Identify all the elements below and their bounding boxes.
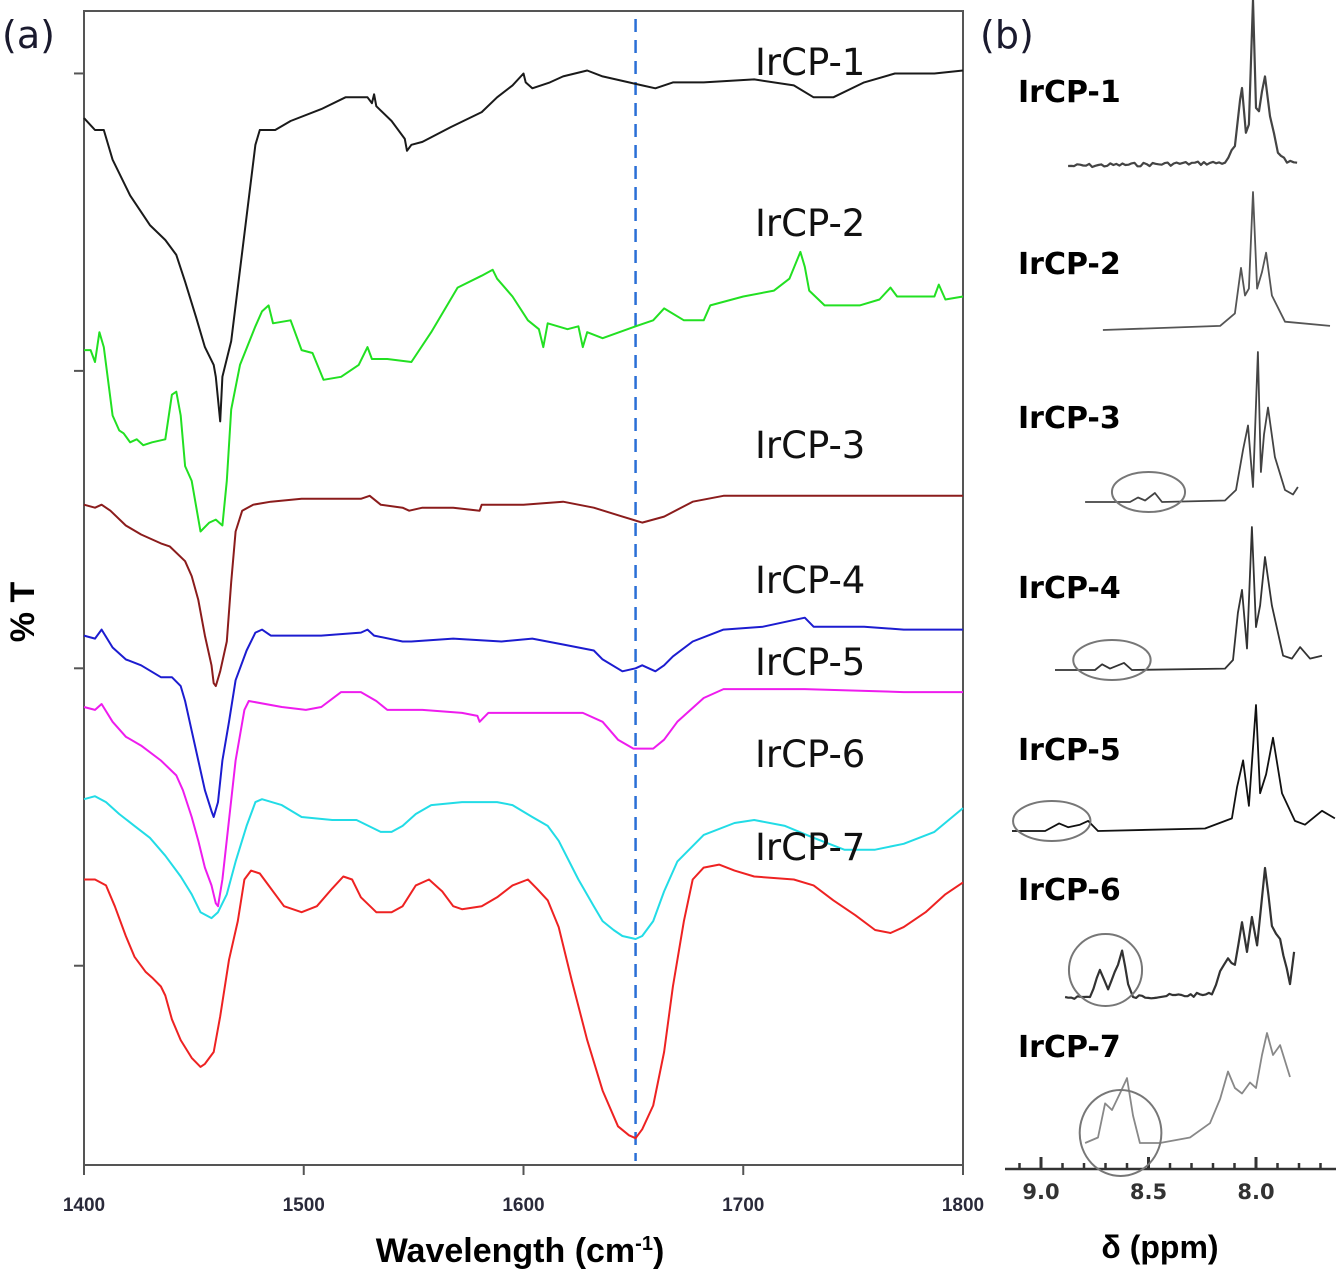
series-label-ircp-4: IrCP-4: [1018, 571, 1121, 606]
x-axis-title-suffix: ): [653, 1232, 664, 1270]
nmr-series-ircp-4: [1055, 526, 1323, 671]
y-axis-ticks: [74, 72, 84, 967]
x-tick-label: 1600: [502, 1195, 544, 1216]
series-label-ircp-1: IrCP-1: [755, 41, 865, 84]
highlight-ellipse: [1110, 471, 1187, 513]
series-label-ircp-6: IrCP-6: [755, 733, 865, 776]
highlight-ellipse: [1078, 1089, 1163, 1177]
series-label-ircp-5: IrCP-5: [1018, 733, 1121, 768]
ir-spectra-panel: 1400 1500 1600 1700 1800 IrCP-1IrCP-2IrCP-3I…: [4, 10, 984, 1270]
x-axis-ticks: 1400 1500 1600 1700 1800: [63, 1165, 984, 1216]
ir-series-ircp-2: [84, 250, 964, 533]
series-label-ircp-4: IrCP-4: [755, 559, 865, 602]
series-label-ircp-1: IrCP-1: [1018, 75, 1121, 110]
nmr-spectra-panel: 9.0 8.5 8.0 IrCP-1 IrCP-2 IrCP-3 IrCP-4 IrCP-5…: [1005, 0, 1336, 1265]
series-label-ircp-7: IrCP-7: [1018, 1030, 1121, 1065]
series-label-ircp-5: IrCP-5: [755, 641, 865, 684]
panel-b-letter: (b): [980, 13, 1034, 57]
ir-series-ircp-6: [83, 795, 964, 940]
ir-series-ircp-3: [83, 494, 963, 688]
nmr-series-ircp-2: [1102, 191, 1331, 331]
highlight-ellipse: [1072, 639, 1152, 681]
nmr-series-ircp-6: [1064, 866, 1296, 1000]
x-axis-title-main: Wavelength (cm: [376, 1232, 635, 1270]
series-labels: IrCP-1 IrCP-2 IrCP-3 IrCP-4 IrCP-5 IrCP-6 IrCP…: [1018, 75, 1121, 1065]
y-axis-title: % T: [4, 582, 42, 643]
ir-series-ircp-7: [84, 863, 964, 1140]
nmr-series-ircp-5: [1012, 704, 1336, 832]
x-tick-label: 8.5: [1130, 1180, 1167, 1204]
ir-series-ircp-4: [83, 616, 963, 818]
nmr-series-group: [1012, 0, 1336, 1177]
x-tick-label: 1400: [63, 1195, 105, 1216]
x-tick-label: 1500: [283, 1195, 325, 1216]
series-labels: IrCP-1 IrCP-2 IrCP-3 IrCP-4 IrCP-5 IrCP-6 IrCP…: [755, 41, 865, 869]
x-axis-title: Wavelength (cm-1): [376, 1232, 665, 1270]
ir-series-ircp-5: [83, 688, 963, 908]
x-tick-label: 8.0: [1237, 1180, 1274, 1204]
highlight-ellipse: [1012, 800, 1092, 842]
nmr-series-ircp-3: [1085, 351, 1299, 503]
x-axis-title: δ (ppm): [1101, 1229, 1218, 1265]
series-label-ircp-7: IrCP-7: [755, 826, 865, 869]
nmr-series-ircp-7: [1084, 1032, 1291, 1144]
series-label-ircp-3: IrCP-3: [755, 424, 865, 467]
highlight-ellipse: [1067, 933, 1144, 1007]
x-tick-label: 1800: [942, 1195, 984, 1216]
series-label-ircp-3: IrCP-3: [1018, 401, 1121, 436]
panel-a-letter: (a): [2, 13, 55, 57]
series-label-ircp-2: IrCP-2: [1018, 247, 1121, 282]
x-tick-label: 1700: [722, 1195, 764, 1216]
x-tick-label: 9.0: [1022, 1180, 1059, 1204]
series-label-ircp-2: IrCP-2: [755, 202, 865, 245]
x-axis-title-superscript: -1: [635, 1233, 653, 1255]
x-axis-ticks: 9.0 8.5 8.0: [1018, 1157, 1322, 1204]
ir-series-group: [83, 69, 964, 1140]
ir-series-ircp-1: [83, 69, 964, 423]
series-label-ircp-6: IrCP-6: [1018, 873, 1121, 908]
nmr-series-ircp-1: [1068, 0, 1298, 169]
